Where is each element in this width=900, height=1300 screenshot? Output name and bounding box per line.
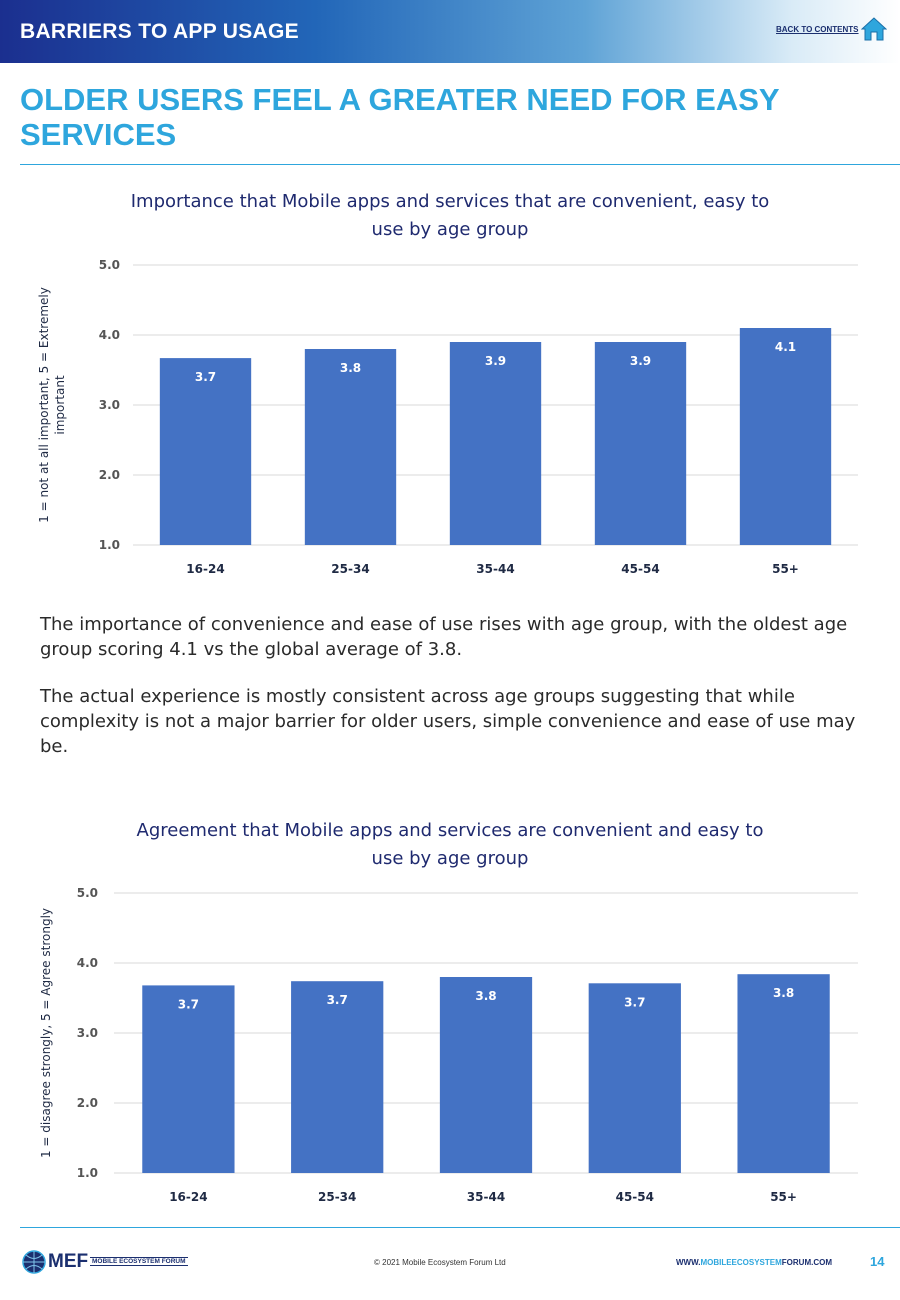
y-tick-label: 3.0 [99,398,120,412]
chart-title-line-1: use by age group [372,219,529,240]
bar-55+ [737,974,830,1173]
chart-importance: Importance that Mobile apps and services… [37,191,858,576]
url-highlight: MOBILEECOSYSTEM [700,1258,782,1267]
page-number: 14 [870,1254,885,1269]
footer-website-link[interactable]: WWW.MOBILEECOSYSTEMFORUM.COM [676,1258,832,1267]
bar-25-34 [304,349,397,545]
x-category-label: 55+ [772,562,799,576]
footer-logo-text: MEF [48,1251,89,1272]
data-label: 3.7 [327,993,348,1007]
bar-45-54 [588,983,681,1173]
bar-16-24 [159,358,252,545]
x-category-label: 45-54 [616,1190,654,1204]
data-label: 3.9 [485,354,506,368]
home-icon[interactable] [861,16,887,42]
x-category-label: 35-44 [476,562,514,576]
bar-45-54 [594,342,687,545]
data-label: 3.8 [340,361,361,375]
y-tick-label: 4.0 [77,956,98,970]
y-axis-label: 1 = not at all important, 5 = Extremely i… [37,287,67,523]
bar-16-24 [142,985,235,1173]
x-category-label: 25-34 [331,562,369,576]
bar-35-44 [449,342,542,545]
bar-25-34 [291,981,384,1173]
page-title: OLDER USERS FEEL A GREATER NEED FOR EASY… [20,82,780,152]
data-label: 3.7 [178,997,199,1011]
y-axis-label-line-0: 1 = not at all important, 5 = Extremely [37,287,51,523]
y-tick-label: 2.0 [99,468,120,482]
data-label: 3.8 [773,986,794,1000]
x-category-label: 25-34 [318,1190,356,1204]
y-tick-label: 5.0 [77,886,98,900]
paragraph-experience: The actual experience is mostly consiste… [40,686,856,757]
data-label: 3.9 [630,354,651,368]
data-label: 3.7 [624,995,645,1009]
data-label: 3.7 [195,370,216,384]
bar-35-44 [439,977,533,1173]
header-band [0,0,900,63]
chart-agreement: Agreement that Mobile apps and services … [39,820,858,1204]
url-rest: FORUM.COM [781,1258,832,1267]
x-category-label: 16-24 [186,562,224,576]
divider-top [20,164,900,165]
y-tick-label: 1.0 [99,538,120,552]
y-tick-label: 3.0 [77,1026,98,1040]
y-tick-label: 5.0 [99,258,120,272]
chart-title-line-0: Importance that Mobile apps and services… [131,191,770,212]
section-title: BARRIERS TO APP USAGE [20,20,299,43]
footer-copyright: © 2021 Mobile Ecosystem Forum Ltd [374,1258,506,1267]
x-category-label: 55+ [770,1190,797,1204]
y-tick-label: 1.0 [77,1166,98,1180]
x-category-label: 45-54 [621,562,659,576]
chart-title-line-1: use by age group [372,848,529,869]
x-category-label: 16-24 [169,1190,207,1204]
footer-logo-full: MOBILE ECOSYSTEM FORUM [90,1257,188,1266]
x-category-label: 35-44 [467,1190,505,1204]
back-to-contents-link[interactable]: BACK TO CONTENTS [776,25,859,34]
paragraph-importance: The importance of convenience and ease o… [40,614,848,660]
y-axis-label-line-0: 1 = disagree strongly, 5 = Agree strongl… [39,908,53,1158]
url-prefix: WWW. [676,1258,701,1267]
y-tick-label: 2.0 [77,1096,98,1110]
y-axis-label: 1 = disagree strongly, 5 = Agree strongl… [39,908,53,1158]
y-tick-label: 4.0 [99,328,120,342]
bar-55+ [739,328,832,545]
divider-bottom [20,1227,900,1228]
data-label: 4.1 [775,340,796,354]
chart-title-line-0: Agreement that Mobile apps and services … [137,820,764,841]
y-axis-label-line-1: important [53,375,67,435]
mef-globe-icon [22,1250,46,1274]
data-label: 3.8 [475,989,496,1003]
